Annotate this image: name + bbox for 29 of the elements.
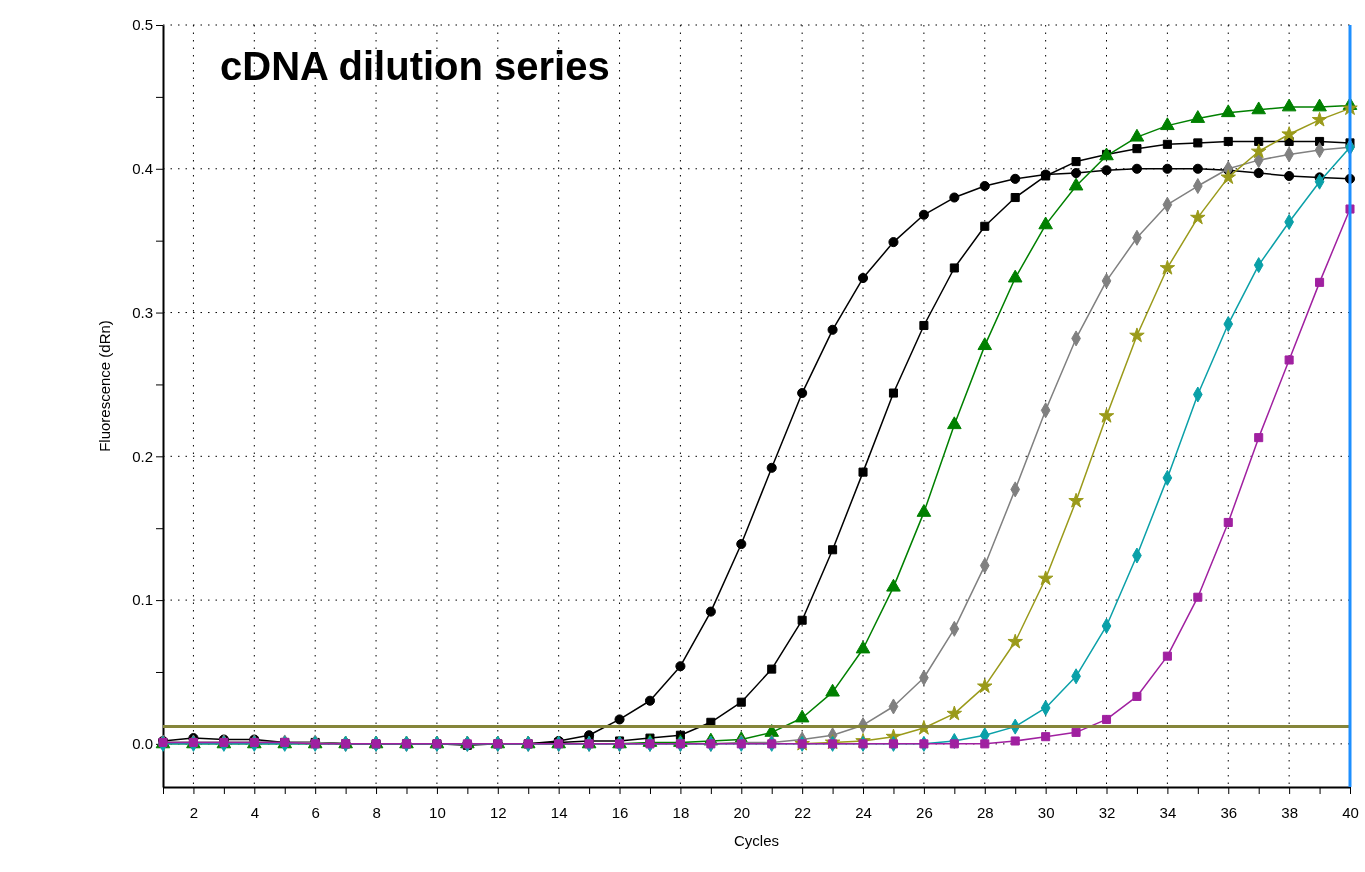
text: cDNA dilution series: [220, 44, 610, 88]
x-tick-label: 22: [794, 804, 811, 821]
x-tick-label: 2: [189, 804, 199, 821]
y-tick-label: 0.1: [132, 591, 153, 609]
x-tick-label: 16: [611, 804, 629, 821]
x-tick-label: 40: [1342, 804, 1359, 821]
x-tick-label: 36: [1220, 804, 1238, 821]
x-tick-label: 38: [1281, 804, 1298, 821]
y-tick-label: 0.3: [132, 303, 153, 321]
x-tick-label: 4: [250, 804, 259, 821]
y-axis-title: Fluorescence (dRn): [96, 320, 113, 452]
x-axis-title: Cycles: [733, 832, 780, 849]
x-tick-label: 24: [855, 804, 872, 821]
x-tick-label: 12: [489, 804, 507, 821]
x-tick-label: 34: [1159, 804, 1177, 821]
x-tick-label: 26: [916, 804, 933, 821]
x-tick-label: 10: [429, 804, 446, 821]
y-tick-label: 0.0: [132, 735, 153, 753]
x-tick-label: 14: [550, 804, 568, 821]
x-tick-label: 8: [372, 804, 381, 821]
x-tick-label: 30: [1037, 804, 1055, 821]
y-tick-label: 0.2: [132, 447, 153, 465]
x-tick-label: 6: [311, 804, 320, 821]
x-tick-label: 32: [1098, 804, 1116, 821]
x-tick-label: 20: [733, 804, 751, 821]
y-tick-label: 0.4: [132, 160, 153, 178]
x-tick-label: 28: [976, 804, 994, 821]
x-tick-label: 18: [672, 804, 690, 821]
y-tick-label: 0.5: [132, 16, 153, 34]
